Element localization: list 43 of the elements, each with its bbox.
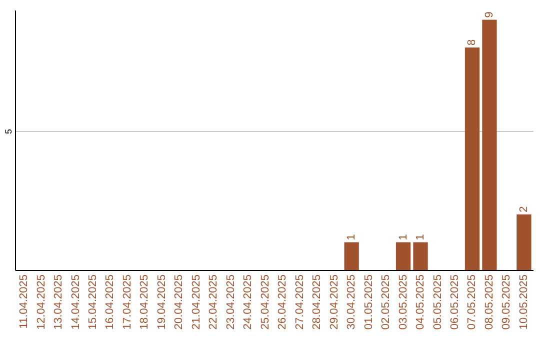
x-tick-label: 01.05.2025 (362, 274, 375, 330)
x-tick-label: 24.04.2025 (242, 274, 254, 330)
x-tick-label: 07.05.2025 (466, 274, 478, 330)
bar (413, 242, 428, 270)
x-tick-label: 04.05.2025 (414, 274, 427, 330)
x-tick-label: 23.04.2025 (224, 274, 237, 330)
data-label: 2 (518, 206, 530, 212)
x-tick-label: 09.05.2025 (500, 274, 513, 330)
x-tick-label: 19.04.2025 (156, 274, 168, 330)
y-tick-label: 5 (4, 128, 14, 134)
bar (516, 214, 532, 270)
x-tick-label: 29.04.2025 (328, 274, 340, 330)
x-tick-label: 21.04.2025 (190, 274, 202, 330)
x-tick-label: 03.05.2025 (397, 274, 410, 330)
x-tick-label: 18.04.2025 (138, 274, 151, 330)
bar (344, 242, 359, 270)
x-tick-label: 13.04.2025 (52, 274, 65, 330)
data-label: 1 (414, 234, 427, 240)
x-tick-label: 17.04.2025 (121, 274, 134, 330)
x-tick-label: 27.04.2025 (294, 274, 306, 330)
data-label: 8 (466, 39, 478, 46)
x-tick-label: 26.04.2025 (276, 274, 289, 330)
x-tick-label: 14.04.2025 (70, 274, 82, 330)
bar (464, 48, 480, 270)
data-label: 1 (346, 234, 358, 240)
x-tick-label: 08.05.2025 (483, 274, 496, 330)
x-tick-label: 22.04.2025 (208, 274, 220, 330)
data-label: 1 (397, 234, 410, 240)
x-tick-label: 05.05.2025 (432, 274, 444, 330)
x-tick-label: 20.04.2025 (173, 274, 186, 330)
data-label: 9 (483, 12, 496, 18)
x-tick-label: 28.04.2025 (311, 274, 324, 330)
x-tick-label: 06.05.2025 (449, 274, 461, 330)
bar (482, 20, 497, 270)
bar (396, 242, 411, 270)
x-tick-label: 16.04.2025 (104, 274, 116, 330)
x-tick-label: 30.04.2025 (346, 274, 358, 330)
x-tick-label: 15.04.2025 (87, 274, 99, 330)
x-tick-label: 02.05.2025 (380, 274, 392, 330)
x-tick-label: 11.04.2025 (18, 274, 30, 329)
x-tick-label: 12.04.2025 (35, 274, 48, 330)
x-tick-label: 10.05.2025 (518, 274, 530, 330)
x-tick-label: 25.04.2025 (259, 274, 272, 330)
